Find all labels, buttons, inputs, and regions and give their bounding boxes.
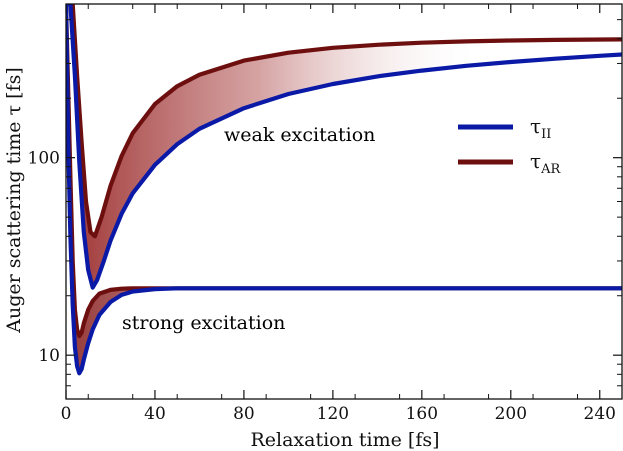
y-tick-label: 100 (28, 149, 60, 169)
y-axis-title: Auger scattering time τ [fs] (3, 67, 25, 334)
legend-label-tau-ar: τAR (530, 149, 561, 177)
x-tick-label: 160 (406, 404, 438, 424)
annotation-weak-excitation: weak excitation (224, 124, 375, 146)
x-tick-label: 40 (144, 404, 166, 424)
x-tick-label: 0 (61, 404, 72, 424)
x-tick-label: 80 (233, 404, 255, 424)
x-tick-label: 120 (317, 404, 349, 424)
series-line-tau-ii-weak (66, 4, 622, 290)
series-line-tau-ii-strong (66, 4, 622, 376)
x-tick-label: 240 (584, 404, 616, 424)
y-tick-label: 10 (38, 346, 60, 366)
x-axis-title: Relaxation time [fs] (250, 429, 439, 451)
legend: τII τAR (458, 114, 561, 177)
series-line-tau-ar-weak (66, 4, 622, 239)
annotation-strong-excitation: strong excitation (122, 312, 285, 334)
x-tick-label: 200 (495, 404, 527, 424)
legend-label-tau-ii: τII (530, 114, 551, 142)
